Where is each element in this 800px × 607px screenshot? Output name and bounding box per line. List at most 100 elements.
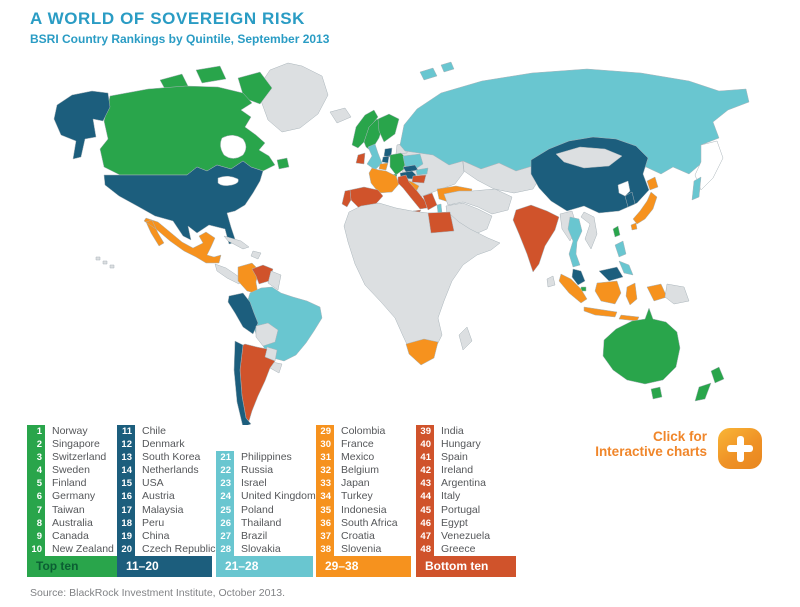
legend-row: 25 Poland [216, 503, 313, 517]
country-name: Portugal [441, 503, 481, 516]
rank-number: 43 [416, 477, 434, 491]
interactive-charts-button[interactable] [718, 428, 762, 469]
legend-row: 22 Russia [216, 464, 313, 478]
country-name: Netherlands [142, 464, 199, 477]
region-south-korea [624, 191, 636, 208]
rank-number: 23 [216, 477, 234, 491]
country-name: India [441, 425, 464, 437]
country-name: United Kingdom [241, 490, 316, 503]
region-sri-lanka [546, 275, 556, 288]
page-title: A WORLD OF SOVEREIGN RISK [30, 9, 306, 28]
country-name: Taiwan [52, 503, 85, 516]
country-name: Czech Republic [142, 542, 216, 555]
rank-number: 15 [117, 477, 135, 491]
region-indonesia [558, 273, 668, 322]
great-lakes-water [217, 176, 239, 186]
country-name: Germany [52, 490, 96, 503]
country-name: Slovenia [341, 542, 382, 555]
country-name: Norway [52, 425, 88, 437]
plus-icon [736, 435, 744, 462]
rank-number: 39 [416, 425, 434, 439]
rank-number: 47 [416, 529, 434, 543]
region-taiwan [612, 225, 621, 238]
region-belgium [378, 162, 389, 171]
region-ireland [355, 152, 366, 165]
legend-row: 40 Hungary [416, 438, 516, 452]
legend-row: 36 South Africa [316, 516, 411, 530]
legend-row: 45 Portugal [416, 503, 516, 517]
legend-band-label: 11–20 [117, 556, 212, 577]
legend-row: 29 Colombia [316, 425, 411, 439]
country-name: Chile [142, 425, 166, 437]
country-name: Belgium [341, 464, 379, 477]
legend-row: 13 South Korea [117, 451, 212, 465]
country-name: Colombia [341, 425, 386, 437]
rank-number: 33 [316, 477, 334, 491]
legend-row: 10 New Zealand [27, 542, 118, 556]
legend-row: 33 Japan [316, 477, 411, 491]
rank-number: 32 [316, 464, 334, 478]
rank-number: 2 [27, 438, 45, 452]
legend-row: 37 Croatia [316, 529, 411, 543]
region-hawaii [95, 256, 115, 269]
region-iceland [329, 107, 352, 124]
legend-group-21-28: 21 Philippines 22 Russia 23 Israel 24 United Ki… [216, 425, 316, 577]
legend-row: 19 China [117, 529, 212, 543]
legend-row: 41 Spain [416, 451, 516, 465]
region-papua-new-guinea [664, 283, 690, 305]
rank-number: 3 [27, 451, 45, 465]
country-name: Sweden [52, 464, 90, 477]
legend-row: 31 Mexico [316, 451, 411, 465]
region-finland [377, 113, 400, 143]
region-netherlands [381, 155, 390, 164]
region-egypt [427, 211, 455, 234]
region-bolivia [255, 322, 279, 347]
legend-row: 23 Israel [216, 477, 313, 491]
legend-row: 17 Malaysia [117, 503, 212, 517]
rank-number: 45 [416, 503, 434, 517]
legend-row: 16 Austria [117, 490, 212, 504]
rank-number: 5 [27, 477, 45, 491]
country-name: Ireland [441, 464, 474, 477]
region-malaysia [571, 266, 624, 286]
legend-group-11-20: 11 Chile 12 Denmark 13 South Korea 14 Netherlan… [117, 425, 216, 577]
legend-row: 46 Egypt [416, 516, 516, 530]
legend-row: 24 United Kingdom [216, 490, 316, 504]
legend-row: 28 Slovakia [216, 542, 313, 556]
region-france [368, 167, 400, 194]
rank-number: 28 [216, 542, 234, 556]
legend-row: 11 Chile [117, 425, 212, 439]
region-cuba [223, 235, 250, 250]
rank-number: 6 [27, 490, 45, 504]
region-alaska [53, 90, 111, 160]
rank-number: 12 [117, 438, 135, 452]
legend-row: 42 Ireland [416, 464, 516, 478]
rank-number: 42 [416, 464, 434, 478]
country-name: Canada [52, 529, 89, 542]
rank-number: 13 [117, 451, 135, 465]
region-canada [99, 85, 276, 176]
region-madagascar [458, 326, 473, 351]
rank-number: 37 [316, 529, 334, 543]
country-name: Spain [441, 451, 468, 464]
country-name: Croatia [341, 529, 375, 542]
legend-row: 44 Italy [416, 490, 516, 504]
legend-row: 14 Netherlands [117, 464, 212, 478]
legend-band-label: 21–28 [216, 556, 313, 577]
legend-row: 12 Denmark [117, 438, 212, 452]
country-name: Finland [52, 477, 87, 490]
region-north-korea [617, 180, 631, 197]
country-name: Egypt [441, 516, 468, 529]
country-name: Slovakia [241, 542, 281, 555]
rank-number: 26 [216, 516, 234, 530]
country-name: Austria [142, 490, 175, 503]
country-name: Philippines [241, 451, 292, 464]
legend-row: 18 Peru [117, 516, 212, 530]
legend-group-bottom-ten: 39 India 40 Hungary 41 Spain 42 Ireland 43 Argent… [416, 425, 516, 577]
legend-row: 8 Australia [27, 516, 118, 530]
country-name: France [341, 438, 374, 451]
country-name: Denmark [142, 438, 185, 451]
rank-number: 29 [316, 425, 334, 439]
region-new-zealand [694, 366, 725, 402]
